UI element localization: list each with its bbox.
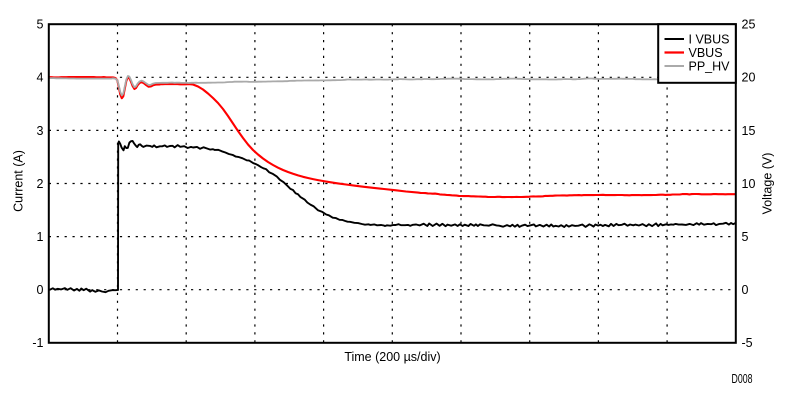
svg-text:3: 3 — [37, 124, 44, 138]
svg-text:15: 15 — [742, 124, 756, 138]
svg-text:Current (A): Current (A) — [11, 150, 25, 212]
svg-text:0: 0 — [742, 283, 749, 297]
svg-text:25: 25 — [742, 18, 756, 32]
svg-text:5: 5 — [37, 18, 44, 32]
svg-text:2: 2 — [37, 177, 44, 191]
svg-text:Voltage (V): Voltage (V) — [761, 153, 775, 215]
svg-text:5: 5 — [742, 230, 749, 244]
svg-text:Time (200 µs/div): Time (200 µs/div) — [344, 350, 440, 364]
svg-text:0: 0 — [37, 283, 44, 297]
svg-text:-5: -5 — [742, 336, 753, 350]
svg-text:20: 20 — [742, 71, 756, 85]
svg-text:I VBUS: I VBUS — [689, 32, 730, 46]
svg-text:4: 4 — [37, 71, 44, 85]
svg-text:VBUS: VBUS — [689, 46, 723, 60]
svg-text:10: 10 — [742, 177, 756, 191]
svg-text:D008: D008 — [732, 372, 753, 386]
svg-text:PP_HV: PP_HV — [689, 59, 731, 73]
svg-text:-1: -1 — [32, 336, 43, 350]
svg-text:1: 1 — [37, 230, 44, 244]
